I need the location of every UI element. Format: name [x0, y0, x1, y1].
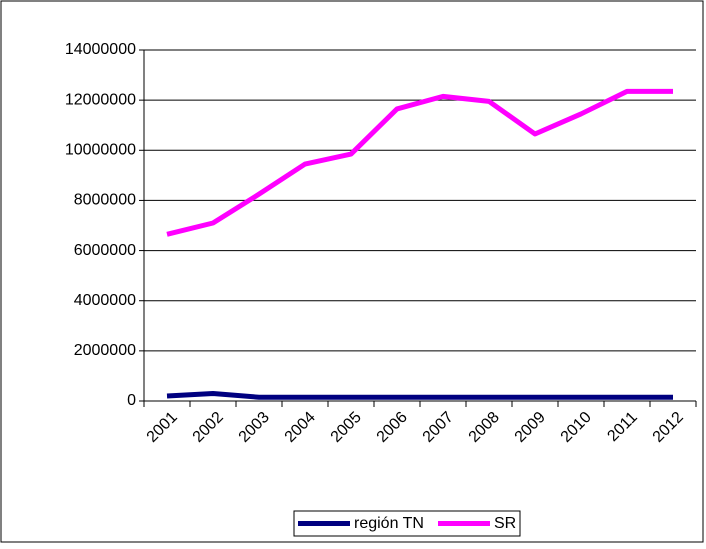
y-tick-label: 4000000 — [74, 292, 136, 309]
series-line — [166, 88, 673, 237]
y-tick-label: 8000000 — [74, 192, 136, 209]
legend-label: región TN — [354, 515, 424, 532]
y-tick-label: 12000000 — [65, 91, 136, 108]
series-line — [166, 390, 673, 400]
y-tick-label: 2000000 — [74, 342, 136, 359]
y-tick-label: 14000000 — [65, 41, 136, 58]
y-tick-label: 10000000 — [65, 142, 136, 159]
y-tick-label: 0 — [127, 392, 136, 409]
legend-label: SR — [494, 515, 516, 532]
legend: región TN SR — [293, 510, 521, 537]
y-tick-label: 6000000 — [74, 242, 136, 259]
